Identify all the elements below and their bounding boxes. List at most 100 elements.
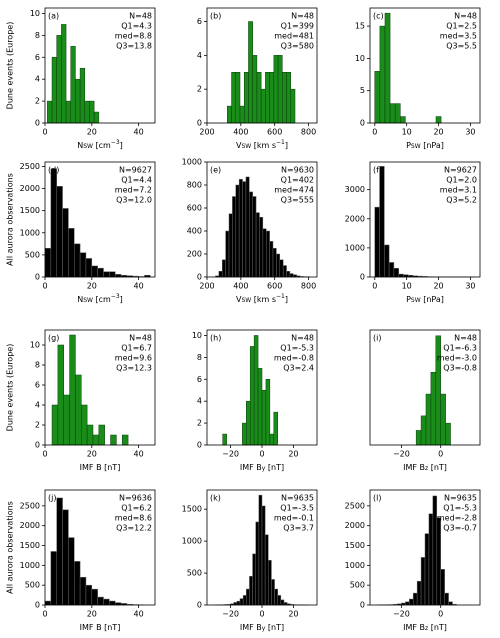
bar — [97, 267, 104, 278]
x-tick-label: 600 — [267, 128, 282, 137]
x-axis-label: IMF B [nT] — [80, 463, 121, 472]
x-tick-label: 0 — [259, 450, 264, 459]
bar — [63, 394, 70, 446]
x-axis-label-part: [cm — [93, 295, 111, 304]
x-axis-label-part: y — [262, 625, 266, 632]
x-tick-label: −20 — [222, 610, 239, 619]
x-axis-label: IMF B [nT] — [80, 623, 121, 632]
bar — [394, 103, 401, 124]
y-tick-label: 2000 — [345, 521, 365, 530]
stat-annotation: Q1=-5.3 — [443, 504, 477, 513]
x-axis-label-part: [nT] — [265, 623, 284, 632]
y-tick-label: 4 — [35, 401, 40, 410]
y-tick-label: 2 — [197, 85, 202, 94]
stat-annotation: N=48 — [291, 334, 314, 343]
bar — [282, 72, 287, 124]
y-tick-label: 800 — [187, 181, 202, 190]
bar — [412, 592, 418, 606]
x-axis-label: NSW [cm−3] — [77, 293, 123, 304]
y-tick-label: 1500 — [345, 541, 365, 550]
stat-annotation: N=9635 — [444, 494, 477, 503]
stat-annotation: Q1=399 — [281, 22, 314, 31]
bar — [62, 509, 69, 606]
x-tick-label: 40 — [134, 450, 144, 459]
x-tick-label: 40 — [134, 282, 144, 291]
x-tick-label: 30 — [465, 128, 475, 137]
bar — [218, 271, 223, 278]
bar — [79, 67, 86, 124]
bar — [253, 335, 259, 446]
bar — [261, 505, 266, 606]
x-axis-label-part: y — [262, 465, 266, 472]
bar — [228, 213, 233, 278]
panel-label: (b) — [210, 12, 221, 21]
y-tick-label: 0 — [360, 119, 365, 128]
y-tick-label: 10 — [30, 341, 40, 350]
x-tick-label: −20 — [222, 450, 239, 459]
x-axis-label-part: ] — [285, 295, 288, 304]
bar — [44, 248, 52, 278]
bar — [416, 580, 422, 606]
bar — [265, 379, 271, 446]
bar — [415, 430, 422, 446]
bar — [74, 561, 81, 606]
bar — [97, 596, 104, 606]
stat-annotation: N=9630 — [281, 166, 314, 175]
bar — [265, 230, 270, 278]
stat-annotation: Q3=13.8 — [116, 42, 152, 51]
stat-annotation: med=-0.8 — [274, 354, 314, 363]
y-tick-label: 1000 — [182, 158, 202, 167]
bar — [56, 35, 62, 124]
x-axis-label: VSW [km s−1] — [236, 139, 288, 150]
y-tick-label: 6 — [197, 375, 202, 384]
bar — [57, 344, 64, 446]
bar — [103, 271, 110, 278]
bar — [91, 265, 98, 278]
x-axis-label: IMF By [nT] — [240, 463, 284, 473]
bar — [98, 424, 105, 446]
y-tick-label: 8 — [35, 361, 40, 370]
y-tick-label: 0 — [360, 601, 365, 610]
bar — [75, 78, 81, 124]
x-tick-label: 20 — [87, 128, 97, 137]
stat-annotation: med=-3.0 — [437, 354, 477, 363]
bar — [69, 334, 76, 446]
bar — [239, 598, 244, 606]
x-axis-label-part: ] — [120, 295, 123, 304]
bar — [70, 46, 76, 124]
stat-annotation: med=481 — [274, 32, 314, 41]
x-axis-label: IMF Bz [nT] — [403, 463, 447, 473]
y-tick-label: 500 — [25, 250, 40, 259]
y-tick-label: 1000 — [182, 537, 202, 546]
x-tick-label: 20 — [87, 610, 97, 619]
bar — [277, 55, 283, 124]
bar — [272, 248, 277, 278]
bar — [435, 335, 441, 446]
bar — [248, 21, 253, 124]
x-tick-label: 800 — [301, 282, 316, 291]
bar — [246, 400, 251, 446]
x-tick-label: 20 — [433, 128, 443, 137]
bar — [286, 72, 292, 124]
stat-annotation: med=3.5 — [440, 32, 477, 41]
bar — [269, 72, 275, 124]
y-tick-label: 500 — [187, 569, 202, 578]
bar — [405, 601, 410, 606]
bar — [257, 368, 263, 446]
bar — [81, 404, 88, 446]
bar — [271, 579, 275, 606]
bar — [424, 533, 430, 606]
y-tick-label: 1000 — [20, 228, 40, 237]
bar — [243, 72, 249, 124]
bar — [110, 434, 117, 446]
stat-annotation: Q1=-3.5 — [280, 504, 314, 513]
bar — [258, 494, 263, 606]
x-tick-label: 0 — [259, 610, 264, 619]
bar — [388, 262, 395, 278]
bar — [51, 57, 57, 124]
stat-annotation: N=48 — [291, 12, 314, 21]
x-axis-label-part: N — [77, 141, 83, 150]
y-tick-label: 2 — [197, 419, 202, 428]
bar — [242, 422, 247, 446]
y-tick-label: 6 — [35, 53, 40, 62]
